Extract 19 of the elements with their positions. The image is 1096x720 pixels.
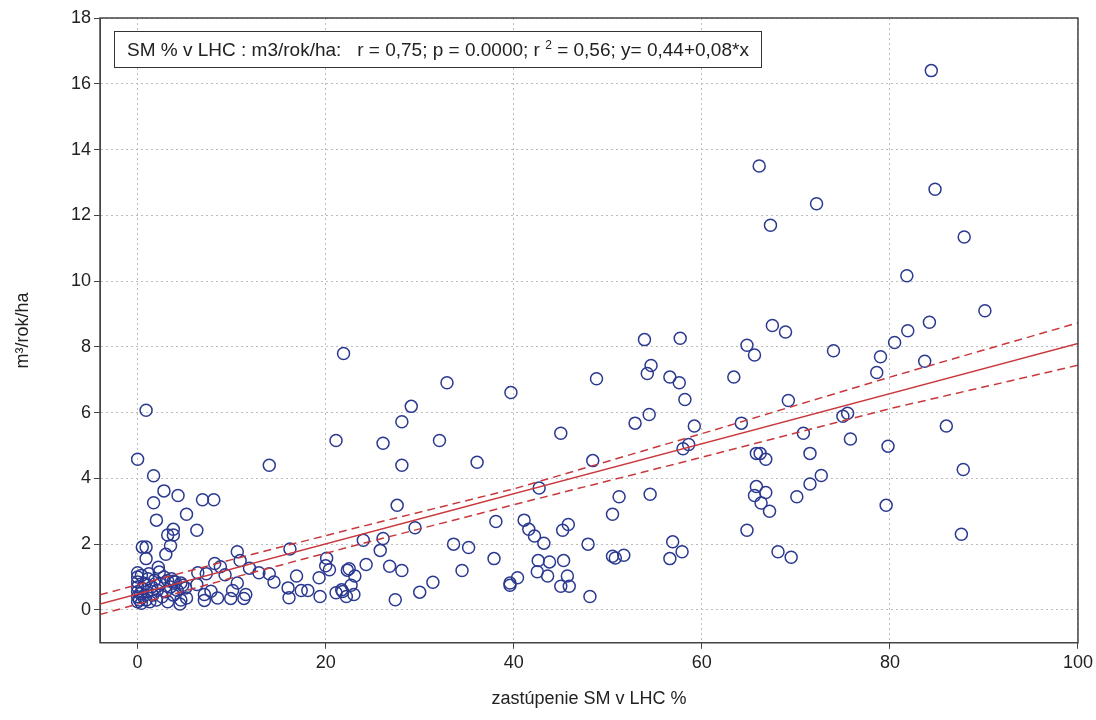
y-tick-label: 4 xyxy=(80,467,91,488)
y-tick-label: 2 xyxy=(80,533,91,554)
y-tick-label: 0 xyxy=(80,598,91,619)
x-axis-title: zastúpenie SM v LHC % xyxy=(491,688,687,709)
y-tick-label: 8 xyxy=(80,335,91,356)
y-axis-title: m³/rok/ha xyxy=(11,291,32,369)
x-tick-label: 20 xyxy=(315,651,336,672)
y-tick-label: 6 xyxy=(80,401,91,422)
y-tick-label: 12 xyxy=(70,204,91,225)
y-tick-label: 16 xyxy=(70,72,91,93)
y-tick-label: 18 xyxy=(70,6,91,27)
x-tick-label: 100 xyxy=(1062,651,1094,672)
x-tick-label: 60 xyxy=(691,651,712,672)
y-tick-label: 14 xyxy=(70,138,91,159)
annotation: SM % v LHC : m3/rok/ha: r = 0,75; p = 0.0000; r $^{2}$ = 0,56; y= 0,44+0,08*x xyxy=(114,31,762,69)
y-tick-label: 10 xyxy=(70,270,91,291)
x-tick-label: 40 xyxy=(503,651,524,672)
x-tick-label: 0 xyxy=(132,651,143,672)
x-tick-label: 80 xyxy=(879,651,900,672)
